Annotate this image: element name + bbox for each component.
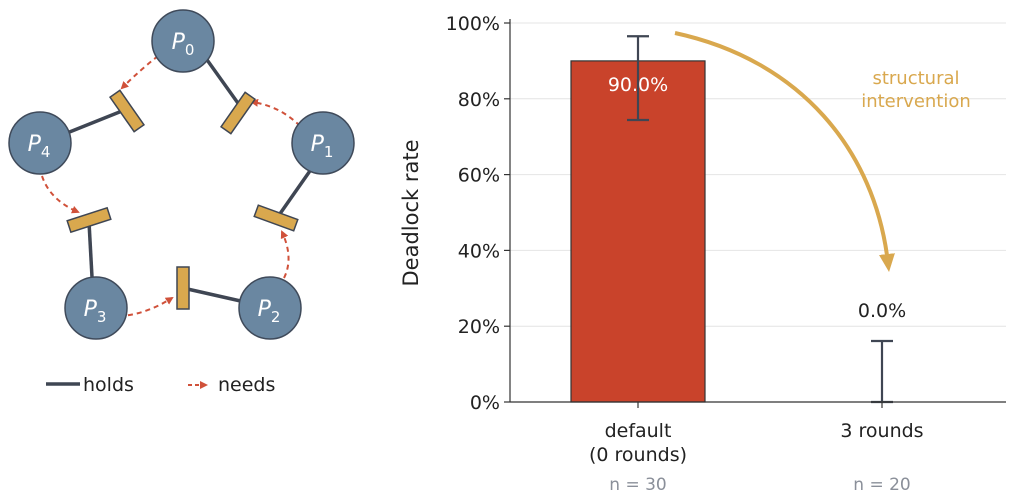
- process-label: P1: [311, 132, 334, 161]
- need-arrow-p0: [120, 55, 159, 90]
- process-label: P0: [172, 30, 195, 59]
- legend-needs-label: needs: [218, 374, 275, 396]
- fork-4: [66, 206, 112, 234]
- intervention-annotation: structural intervention: [861, 68, 971, 112]
- hold-line-p1: [275, 166, 314, 220]
- process-label: P2: [258, 297, 281, 326]
- x-category-label: (0 rounds): [589, 444, 687, 466]
- y-tick-label: 60%: [458, 165, 500, 187]
- y-tick-label: 40%: [458, 240, 500, 262]
- need-arrows: [41, 55, 301, 318]
- y-tick-label: 0%: [470, 392, 500, 414]
- hold-line-p0: [203, 55, 242, 108]
- need-arrow-p2: [280, 230, 290, 279]
- legend-holds-label: holds: [83, 374, 134, 396]
- need-arrow-p4: [41, 175, 80, 214]
- processes: P0 P1 P2 P3 P4: [8, 9, 355, 340]
- y-axis-ticks: 0% 20% 40% 60% 80% 100%: [446, 13, 510, 414]
- process-p4: P4: [8, 111, 72, 175]
- need-arrow-p3: [109, 296, 174, 318]
- hold-line-p4: [61, 109, 123, 137]
- x-category-label: default: [605, 420, 672, 442]
- bar-chart: 0% 20% 40% 60% 80% 100% Deadlock rate 90.0% 0.…: [399, 13, 1006, 495]
- fork-1: [219, 91, 257, 135]
- process-circle: [238, 276, 302, 340]
- process-p3: P3: [64, 276, 128, 340]
- fork-2: [253, 204, 299, 232]
- process-p2: P2: [238, 276, 302, 340]
- x-category-label: 3 rounds: [840, 420, 923, 442]
- value-label: 90.0%: [608, 74, 668, 96]
- y-tick-label: 80%: [458, 89, 500, 111]
- value-label: 0.0%: [858, 300, 906, 322]
- deadlock-diagram: P0 P1 P2 P3 P4 holds needs: [8, 9, 355, 396]
- process-circle: [8, 111, 72, 175]
- hold-lines: [61, 55, 314, 304]
- diagram-legend: holds needs: [46, 374, 275, 396]
- hold-line-p2: [182, 286, 246, 304]
- fork-0: [108, 89, 146, 133]
- sample-size-label: n = 30: [609, 475, 666, 495]
- y-tick-label: 20%: [458, 316, 500, 338]
- intervention-arrow: [674, 31, 895, 272]
- fork-3: [176, 266, 190, 310]
- process-label: P4: [28, 132, 51, 161]
- forks: [66, 89, 299, 310]
- process-circle: [291, 111, 355, 175]
- y-axis-label: Deadlock rate: [399, 139, 423, 286]
- process-p1: P1: [291, 111, 355, 175]
- sample-size-label: n = 20: [853, 475, 910, 495]
- x-axis-categories: default(0 rounds) n = 30 3 rounds n = 20: [589, 402, 924, 495]
- need-arrow-p1: [250, 98, 301, 127]
- process-circle: [151, 9, 215, 73]
- process-p0: P0: [151, 9, 215, 73]
- hold-line-p3: [87, 221, 94, 278]
- process-circle: [64, 276, 128, 340]
- process-label: P3: [84, 297, 107, 326]
- y-tick-label: 100%: [446, 13, 500, 35]
- value-labels: 90.0% 0.0%: [608, 74, 906, 322]
